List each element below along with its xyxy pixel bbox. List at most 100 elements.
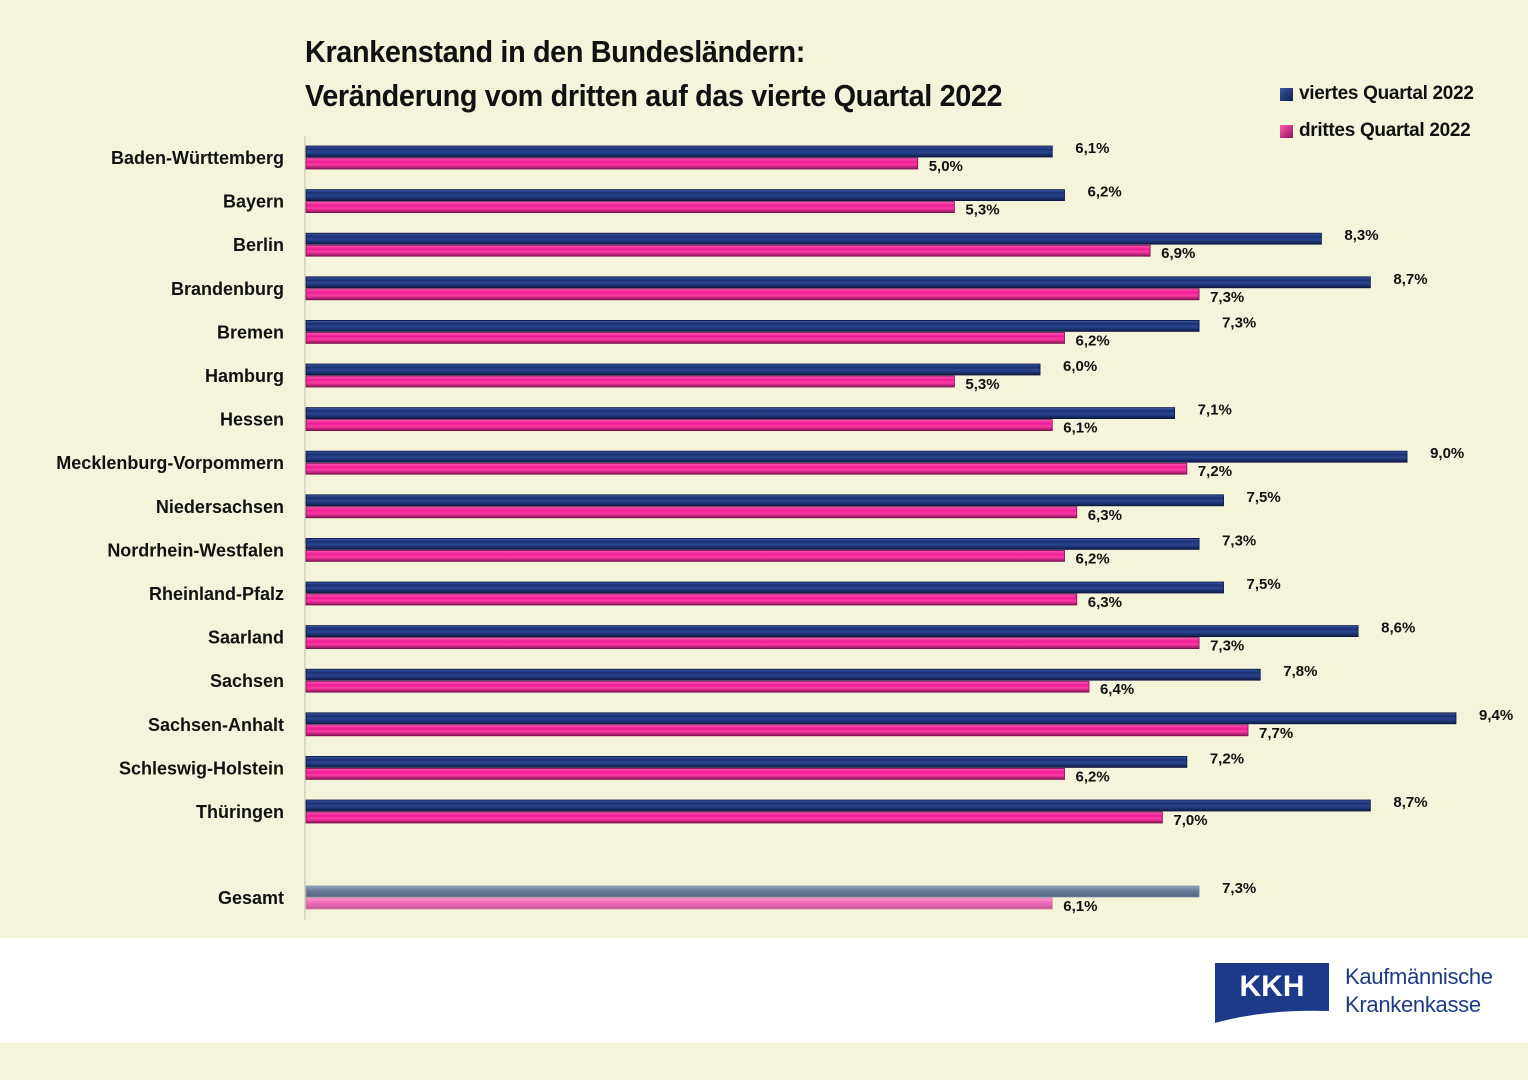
bar-q3-saarland [305,637,1200,649]
logo-line2: Krankenkasse [1345,992,1481,1017]
value-label-q3-thüringen: 7,0% [1173,812,1207,829]
bar-q3-gesamt [305,897,1053,910]
bar-q4-rheinland-pfalz [305,581,1224,594]
bar-q4-gesamt [305,885,1200,898]
footer-bottom-band [0,1043,1528,1080]
value-label-q4-rheinland-pfalz: 7,5% [1247,576,1281,593]
bar-q3-bremen [305,331,1065,344]
category-label-thüringen: Thüringen [196,802,284,822]
logo-text: Kaufmännische Krankenkasse [1345,963,1493,1019]
value-label-q4-hamburg: 6,0% [1063,358,1097,375]
category-label-baden-württemberg: Baden-Württemberg [111,148,284,168]
value-label-q3-hessen: 6,1% [1063,420,1097,437]
category-label-nordrhein-westfalen: Nordrhein-Westfalen [107,540,284,560]
value-label-q3-niedersachsen: 6,3% [1088,507,1122,524]
bar-q4-saarland [305,625,1359,637]
legend-label-q4: viertes Quartal 2022 [1299,83,1474,104]
value-label-q3-rheinland-pfalz: 6,3% [1088,594,1122,611]
logo-abbr: KKH [1240,970,1305,1003]
value-label-q4-sachsen: 7,8% [1283,663,1317,680]
legend-swatch-q3 [1280,124,1293,138]
kkh-logo-mark: KKH [1215,963,1329,1023]
bar-q4-sachsen-anhalt [305,712,1457,725]
value-label-q3-mecklenburg-vorpommern: 7,2% [1198,463,1232,480]
bar-q4-bremen [305,319,1200,332]
category-label-bremen: Bremen [217,322,284,342]
value-label-q3-hamburg: 5,3% [965,376,999,393]
value-label-q4-baden-württemberg: 6,1% [1075,140,1109,157]
legend-label-q3: drittes Quartal 2022 [1299,120,1471,141]
value-label-q3-gesamt: 6,1% [1063,898,1097,915]
value-label-q3-berlin: 6,9% [1161,245,1195,262]
value-label-q4-thüringen: 8,7% [1393,794,1427,811]
bar-q3-brandenburg [305,288,1200,301]
chart-area: Baden-Württemberg 6,1% 5,0% Bayern 6,2% 5,3% B… [56,34,1514,920]
bar-q3-hamburg [305,375,955,388]
category-label-mecklenburg-vorpommern: Mecklenburg-Vorpommern [56,453,284,473]
category-label-schleswig-holstein: Schleswig-Holstein [119,758,284,778]
value-label-q4-mecklenburg-vorpommern: 9,0% [1430,445,1464,462]
bar-q4-sachsen [305,668,1261,681]
bar-q4-thüringen [305,799,1371,812]
bar-q3-nordrhein-westfalen [305,550,1065,562]
category-label-rheinland-pfalz: Rheinland-Pfalz [149,584,284,604]
category-label-saarland: Saarland [208,628,284,648]
bar-q4-hessen [305,407,1176,420]
value-label-q4-berlin: 8,3% [1344,227,1378,244]
chart-title-line1: Krankenstand in den Bundesländern: [305,34,805,69]
kkh-logo: KKH Kaufmännische Krankenkasse [1215,963,1515,1025]
category-label-sachsen: Sachsen [210,671,284,691]
value-label-q3-brandenburg: 7,3% [1210,289,1244,306]
value-label-q4-niedersachsen: 7,5% [1247,489,1281,506]
value-label-q3-baden-württemberg: 5,0% [929,158,963,175]
value-label-q4-sachsen-anhalt: 9,4% [1479,707,1513,724]
value-label-q4-hessen: 7,1% [1198,402,1232,419]
bar-q3-thüringen [305,811,1163,824]
category-label-gesamt: Gesamt [218,888,284,908]
bar-q4-hamburg [305,363,1041,376]
category-label-berlin: Berlin [233,235,284,255]
bar-q4-nordrhein-westfalen [305,538,1200,550]
value-label-q3-saarland: 7,3% [1210,638,1244,655]
value-label-q4-saarland: 8,6% [1381,620,1415,637]
value-label-q3-bremen: 6,2% [1076,332,1110,349]
bar-q3-baden-württemberg [305,157,919,170]
value-label-q4-schleswig-holstein: 7,2% [1210,750,1244,767]
bar-q4-berlin [305,232,1322,245]
legend-swatch-q4 [1280,87,1293,101]
legend-item-q4: viertes Quartal 2022 [1280,80,1474,108]
bar-q3-mecklenburg-vorpommern [305,462,1188,475]
bar-q3-schleswig-holstein [305,768,1065,780]
bar-q4-brandenburg [305,276,1371,289]
bar-q3-hessen [305,419,1053,432]
bar-q4-schleswig-holstein [305,756,1188,768]
category-label-hessen: Hessen [220,410,284,430]
value-label-q4-brandenburg: 8,7% [1393,271,1427,288]
bar-chart: Baden-Württemberg 6,1% 5,0% Bayern 6,2% 5,3% B… [56,136,1513,920]
bar-q3-niedersachsen [305,506,1078,519]
bar-q4-bayern [305,189,1065,202]
bar-q3-bayern [305,201,955,214]
value-label-q3-nordrhein-westfalen: 6,2% [1076,550,1110,567]
bar-q4-niedersachsen [305,494,1224,507]
bar-q3-rheinland-pfalz [305,593,1078,606]
category-label-sachsen-anhalt: Sachsen-Anhalt [148,715,284,735]
chart-title-line2: Veränderung vom dritten auf das vierte Q… [305,78,1003,113]
bar-q3-berlin [305,244,1151,257]
bar-q4-baden-württemberg [305,145,1053,158]
value-label-q3-sachsen-anhalt: 7,7% [1259,725,1293,742]
legend: viertes Quartal 2022 drittes Quartal 202… [1280,80,1474,154]
bar-q3-sachsen-anhalt [305,724,1249,737]
legend-item-q3: drittes Quartal 2022 [1280,117,1474,145]
value-label-q3-bayern: 5,3% [965,202,999,219]
value-label-q4-bayern: 6,2% [1088,184,1122,201]
value-label-q4-bremen: 7,3% [1222,314,1256,331]
category-label-brandenburg: Brandenburg [171,279,284,299]
bar-q4-mecklenburg-vorpommern [305,450,1408,463]
value-label-q3-sachsen: 6,4% [1100,681,1134,698]
category-label-hamburg: Hamburg [205,366,284,386]
value-label-q4-nordrhein-westfalen: 7,3% [1222,532,1256,549]
category-label-niedersachsen: Niedersachsen [156,497,284,517]
value-label-q3-schleswig-holstein: 6,2% [1076,768,1110,785]
category-label-bayern: Bayern [223,192,284,212]
